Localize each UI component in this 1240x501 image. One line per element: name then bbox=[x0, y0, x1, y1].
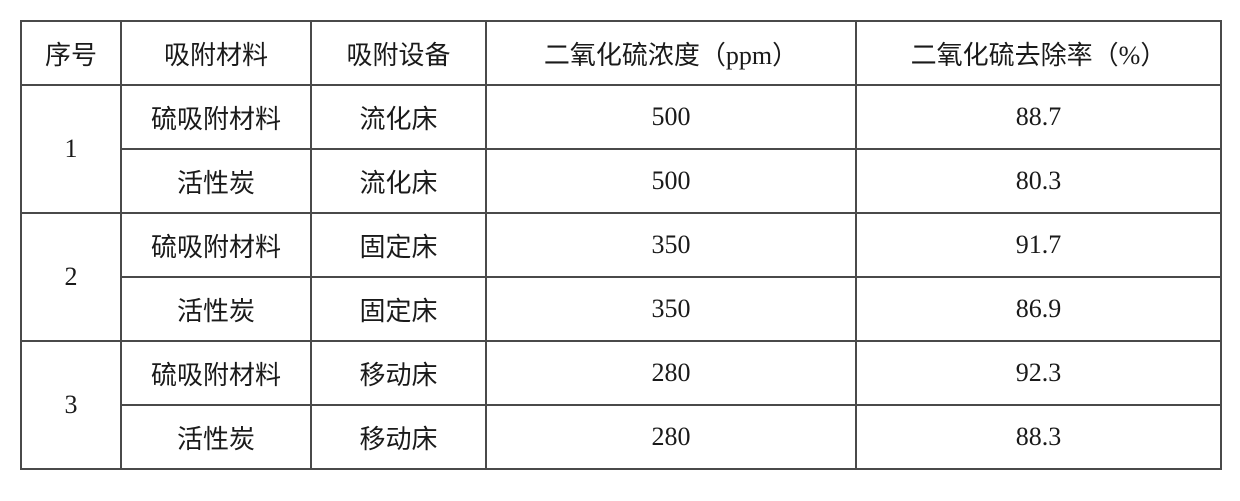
so2-adsorption-table: 序号 吸附材料 吸附设备 二氧化硫浓度（ppm） 二氧化硫去除率（%） 1 硫吸… bbox=[20, 20, 1222, 470]
cell-idx: 3 bbox=[21, 341, 121, 469]
cell-rate: 88.7 bbox=[856, 85, 1221, 149]
table-row: 1 硫吸附材料 流化床 500 88.7 bbox=[21, 85, 1221, 149]
cell-mat: 硫吸附材料 bbox=[121, 341, 311, 405]
cell-eq: 移动床 bbox=[311, 405, 486, 469]
header-conc: 二氧化硫浓度（ppm） bbox=[486, 21, 856, 85]
cell-conc: 350 bbox=[486, 213, 856, 277]
table-row: 活性炭 固定床 350 86.9 bbox=[21, 277, 1221, 341]
cell-conc: 350 bbox=[486, 277, 856, 341]
header-eq: 吸附设备 bbox=[311, 21, 486, 85]
cell-mat: 硫吸附材料 bbox=[121, 85, 311, 149]
cell-conc: 500 bbox=[486, 85, 856, 149]
cell-mat: 活性炭 bbox=[121, 405, 311, 469]
table-row: 2 硫吸附材料 固定床 350 91.7 bbox=[21, 213, 1221, 277]
cell-mat: 活性炭 bbox=[121, 277, 311, 341]
cell-eq: 固定床 bbox=[311, 277, 486, 341]
cell-rate: 92.3 bbox=[856, 341, 1221, 405]
cell-eq: 移动床 bbox=[311, 341, 486, 405]
cell-idx: 2 bbox=[21, 213, 121, 341]
cell-conc: 280 bbox=[486, 405, 856, 469]
cell-eq: 固定床 bbox=[311, 213, 486, 277]
header-mat: 吸附材料 bbox=[121, 21, 311, 85]
header-idx: 序号 bbox=[21, 21, 121, 85]
cell-eq: 流化床 bbox=[311, 149, 486, 213]
cell-rate: 91.7 bbox=[856, 213, 1221, 277]
cell-conc: 500 bbox=[486, 149, 856, 213]
cell-mat: 活性炭 bbox=[121, 149, 311, 213]
table-row: 活性炭 移动床 280 88.3 bbox=[21, 405, 1221, 469]
cell-conc: 280 bbox=[486, 341, 856, 405]
cell-rate: 88.3 bbox=[856, 405, 1221, 469]
cell-eq: 流化床 bbox=[311, 85, 486, 149]
header-row: 序号 吸附材料 吸附设备 二氧化硫浓度（ppm） 二氧化硫去除率（%） bbox=[21, 21, 1221, 85]
cell-rate: 80.3 bbox=[856, 149, 1221, 213]
cell-mat: 硫吸附材料 bbox=[121, 213, 311, 277]
cell-idx: 1 bbox=[21, 85, 121, 213]
cell-rate: 86.9 bbox=[856, 277, 1221, 341]
table-row: 3 硫吸附材料 移动床 280 92.3 bbox=[21, 341, 1221, 405]
table-row: 活性炭 流化床 500 80.3 bbox=[21, 149, 1221, 213]
header-rate: 二氧化硫去除率（%） bbox=[856, 21, 1221, 85]
